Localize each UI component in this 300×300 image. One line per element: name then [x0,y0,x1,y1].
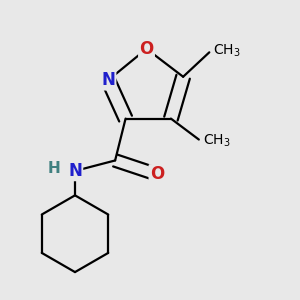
Text: CH$_3$: CH$_3$ [203,133,231,149]
Text: O: O [140,40,154,58]
Text: N: N [101,71,115,89]
Text: N: N [68,162,82,180]
Text: H: H [48,160,60,175]
Text: CH$_3$: CH$_3$ [214,42,241,59]
Text: O: O [150,165,164,183]
